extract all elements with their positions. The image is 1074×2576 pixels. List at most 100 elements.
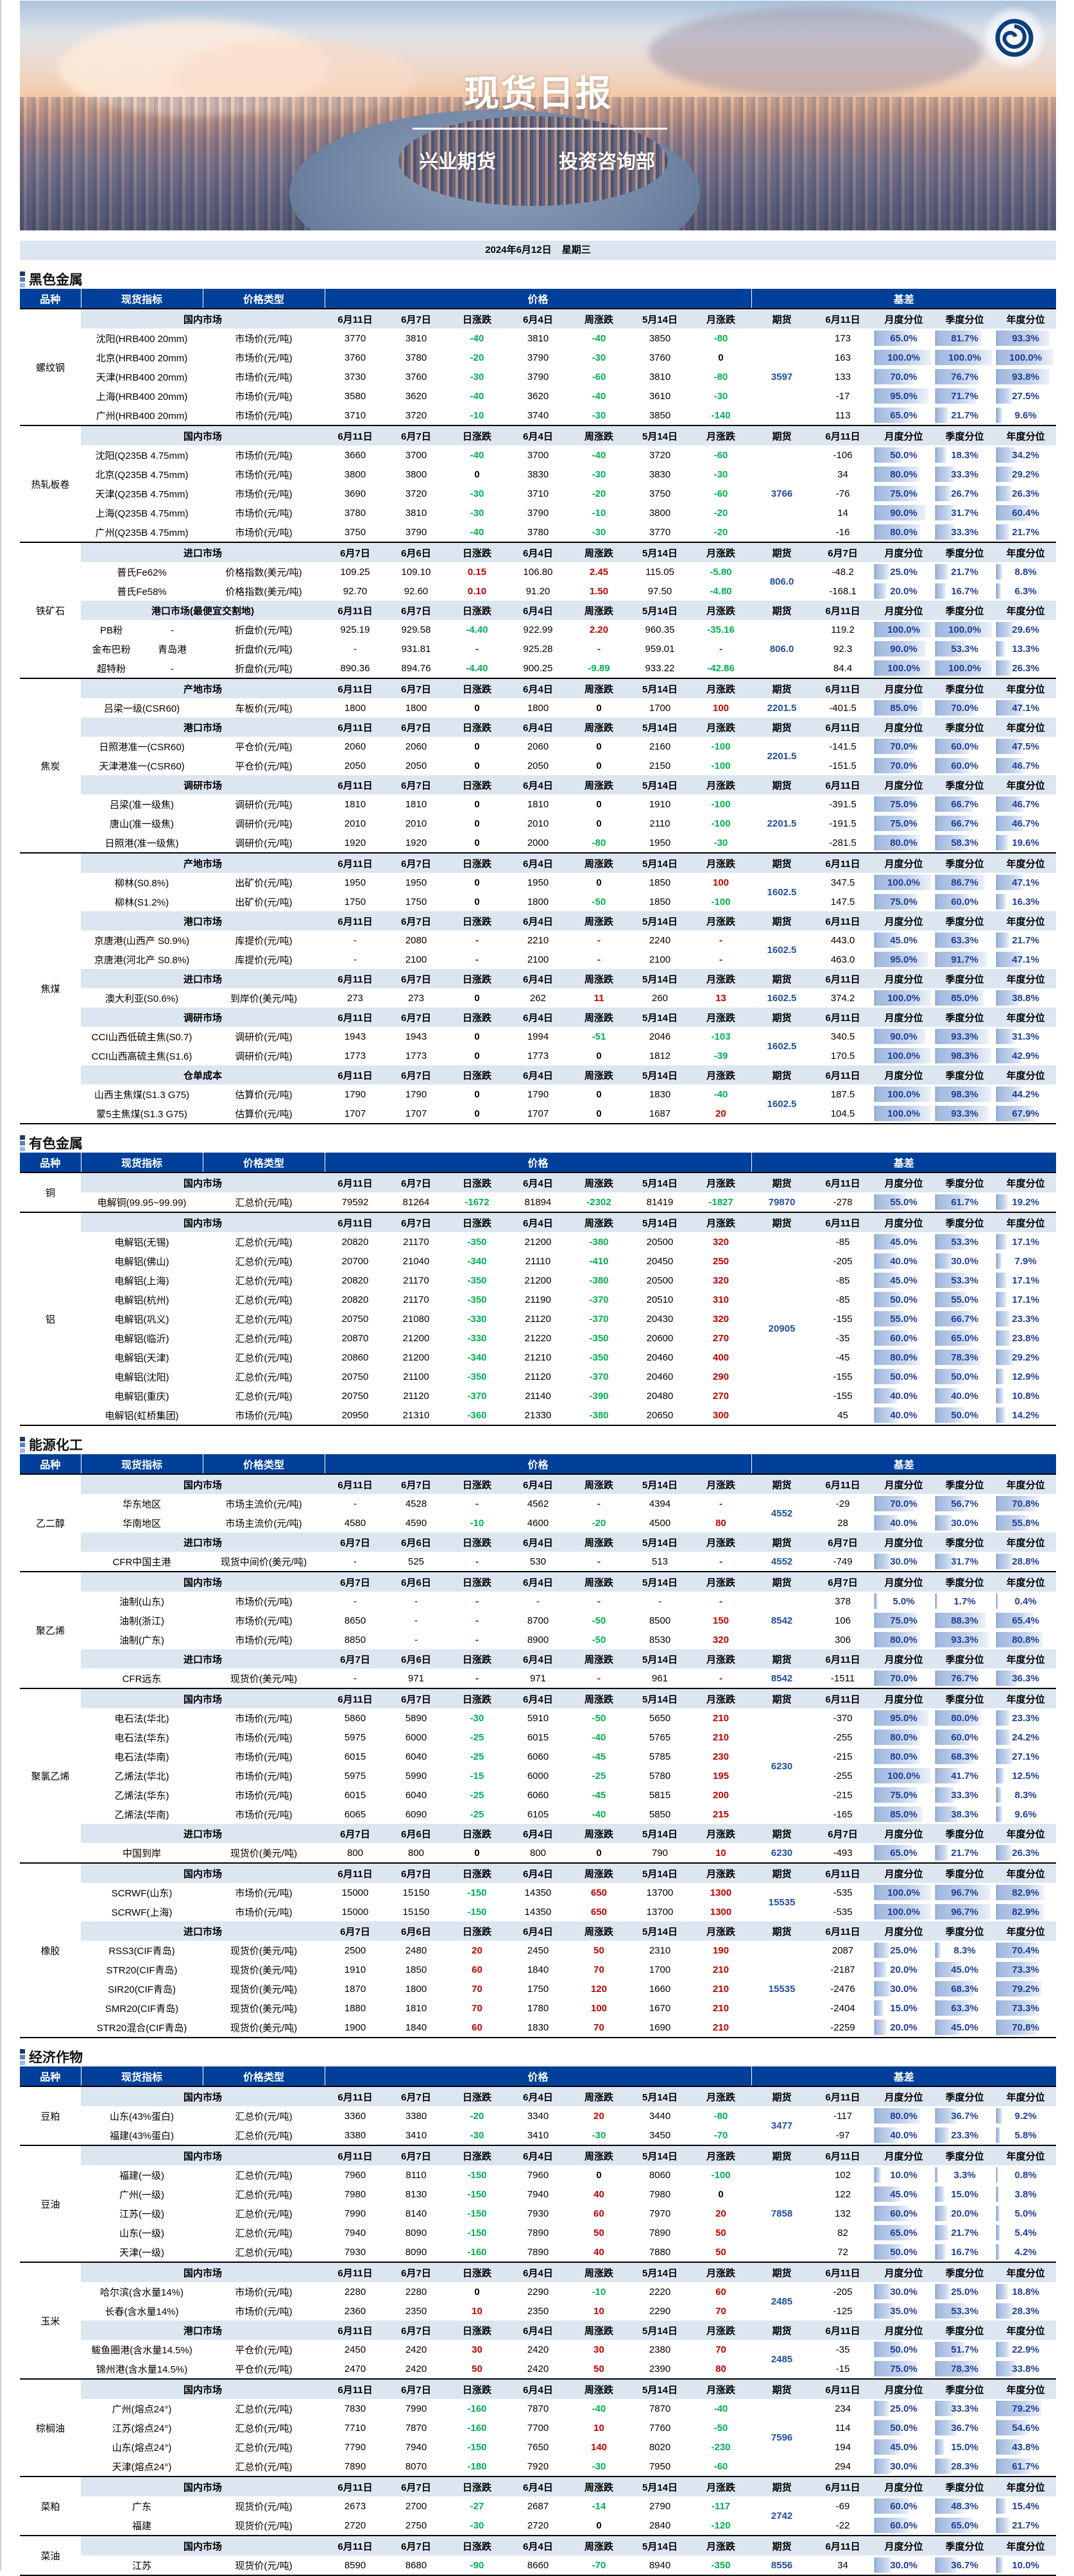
percentile-value: 17.1%: [1012, 1294, 1039, 1305]
quarterly-percentile: 28.3%: [934, 2457, 995, 2477]
price-d4: 1700: [649, 702, 671, 714]
price-d2: 21120: [403, 1390, 429, 1402]
column-label: 6月11日: [325, 1688, 386, 1708]
futures-price: 8556: [771, 2559, 793, 2571]
yearly-percentile: 47.1%: [995, 698, 1056, 717]
column-label: 6月11日: [812, 2086, 874, 2106]
day-change: -370: [467, 1390, 487, 1402]
percentile-value: 68.3%: [951, 1751, 978, 1762]
month-change: -100: [711, 896, 731, 907]
indicator-name: 电解铝(虹桥集团): [105, 1410, 179, 1421]
yearly-percentile: 16.3%: [995, 892, 1056, 911]
price-d4: 5785: [649, 1751, 671, 1762]
indicator-name: 福建: [132, 2520, 151, 2532]
price-d1: 890.36: [340, 662, 370, 674]
day-change: -350: [467, 1275, 487, 1286]
price-d1: 3770: [344, 332, 366, 344]
month-change: -42.86: [707, 662, 735, 674]
price-d1: 7930: [344, 2246, 366, 2258]
percentile-bar: [996, 1593, 998, 1609]
week-change: -380: [589, 1236, 609, 1248]
column-label: 6月4日: [507, 1008, 568, 1027]
price-type: 折盘价(元/吨): [235, 644, 293, 655]
basis-value: -255: [833, 1731, 853, 1743]
yearly-percentile: 24.2%: [995, 1728, 1056, 1747]
price-type: 汇总价(元/吨): [235, 2247, 293, 2258]
column-label: 日涨跌: [447, 2262, 507, 2282]
price-d1: -: [354, 643, 357, 655]
monthly-percentile: 100.0%: [873, 1902, 934, 1921]
quarterly-percentile: 25.0%: [934, 2282, 995, 2301]
yearly-percentile: 33.8%: [995, 2359, 1056, 2379]
price-d4: 3830: [649, 468, 671, 480]
column-label: 月度分位: [873, 911, 935, 931]
percentile-value: 38.3%: [951, 1808, 978, 1820]
percentile-bar: [874, 1768, 932, 1783]
market-label: 国内市场: [81, 2378, 325, 2399]
monthly-percentile: 100.0%: [873, 1104, 934, 1123]
subheader-row: 焦炭 产地市场 6月11日 6月7日 日涨跌 6月4日 周涨跌 5月14日 月涨跌 期货 6月11日…: [20, 678, 1057, 853]
percentile-bar: [874, 1330, 909, 1346]
percentile-bar: [935, 1330, 973, 1346]
percentile-bar: [996, 932, 1010, 948]
column-label: 年度分位: [995, 1473, 1057, 1494]
week-change: -9.89: [588, 662, 610, 674]
percentile-value: 48.3%: [951, 2500, 978, 2512]
indicator-name: 江苏: [132, 2560, 151, 2572]
percentile-value: 35.0%: [890, 2305, 917, 2317]
basis-value: -35: [835, 2344, 850, 2355]
header-basis: 基差: [751, 1454, 1057, 1474]
percentile-value: 71.7%: [951, 390, 978, 402]
data-row: 沈阳(HRB400 20mm) 市场价(元/吨) 3770 3810 -40 3810 -4…: [20, 329, 1056, 382]
price-d2: -: [414, 1615, 418, 1626]
futures-price: 4552: [771, 1556, 793, 1567]
monthly-percentile: 30.0%: [873, 1979, 934, 1998]
week-change: -: [597, 1672, 601, 1684]
column-label: 6月11日: [325, 1172, 386, 1192]
quarterly-percentile: 65.0%: [934, 2516, 995, 2536]
percentile-bar: [874, 1106, 932, 1121]
percentile-value: 73.3%: [1012, 2002, 1039, 2014]
percentile-value: 24.2%: [1012, 1731, 1039, 1743]
indicator-name: 电解铝(重庆): [114, 1391, 169, 1402]
price-d2: 2350: [405, 2305, 427, 2317]
percentile-value: 20.0%: [890, 2022, 917, 2033]
percentile-bar: [996, 1632, 1043, 1647]
price-d1: 20700: [341, 1255, 369, 1267]
basis-value: 104.5: [830, 1108, 855, 1119]
column-label: 期货: [751, 1533, 813, 1552]
quarterly-percentile: 23.3%: [934, 2125, 995, 2145]
column-label: 月度分位: [873, 1862, 935, 1883]
column-label: 6月4日: [507, 2476, 568, 2496]
percentile-bar: [996, 2303, 1013, 2319]
week-change: -: [597, 934, 601, 946]
week-change: -80: [592, 837, 606, 848]
indicator-name: 鲅鱼圈港(含水量14.5%): [91, 2344, 192, 2356]
header-price-type: 价格类型: [202, 1153, 325, 1172]
column-label: 5月14日: [629, 2321, 690, 2340]
monthly-percentile: 65.0%: [873, 1843, 934, 1863]
column-label: 6月4日: [507, 2145, 568, 2165]
percentile-value: 100.0%: [887, 662, 921, 674]
price-type: 市场价(元/吨): [235, 410, 293, 422]
yearly-percentile: 27.1%: [995, 1747, 1056, 1766]
day-change: -160: [467, 2422, 487, 2434]
column-label: 月度分位: [873, 2321, 935, 2340]
column-label: 5月14日: [629, 2262, 690, 2282]
price-type: 汇总价(元/吨): [235, 1371, 293, 1383]
percentile-value: 21.7%: [1012, 2520, 1039, 2531]
yearly-percentile: 23.8%: [995, 1328, 1056, 1348]
percentile-value: 81.7%: [951, 332, 978, 344]
day-change: 50: [472, 2363, 482, 2374]
column-label: 6月4日: [507, 678, 568, 698]
column-label: 6月11日: [325, 1065, 386, 1085]
percentile-bar: [874, 2420, 903, 2435]
percentile-bar: [996, 1496, 1037, 1511]
percentile-bar: [935, 331, 982, 346]
month-change: -30: [713, 837, 728, 848]
column-label: 月度分位: [873, 2476, 935, 2496]
column-label: 月度分位: [873, 1688, 935, 1708]
percentile-value: 12.5%: [1012, 1770, 1039, 1782]
percentile-bar: [935, 1962, 962, 1977]
yearly-percentile: 80.8%: [995, 1630, 1056, 1649]
